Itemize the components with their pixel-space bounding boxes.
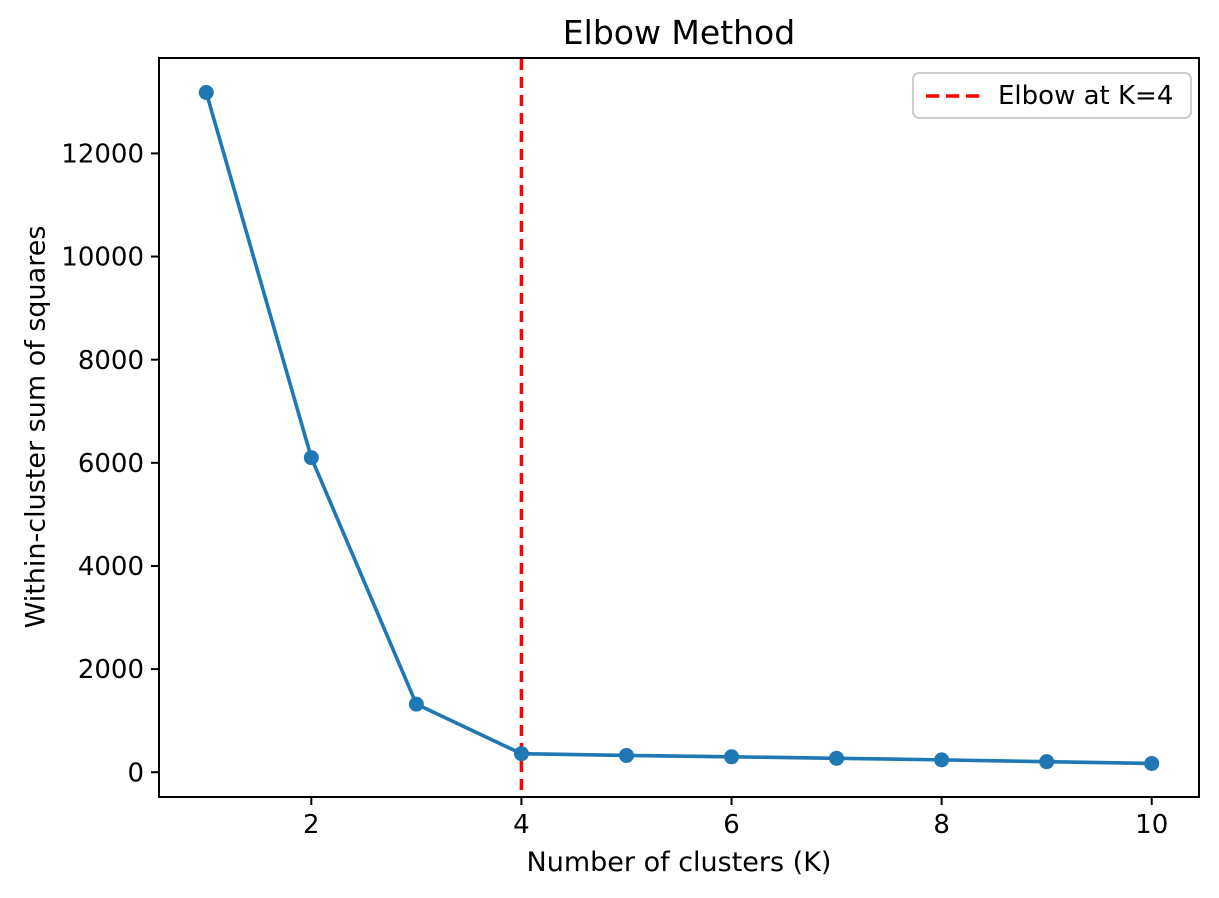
legend-label: Elbow at K=4 [998, 80, 1174, 111]
y-tick-label: 8000 [78, 346, 144, 376]
data-point-k8 [934, 752, 950, 768]
data-point-k7 [829, 750, 845, 766]
x-tick-label: 4 [513, 810, 530, 840]
x-tick-label: 2 [303, 810, 320, 840]
data-point-k10 [1144, 755, 1160, 771]
y-tick-label: 0 [127, 758, 144, 788]
chart-title: Elbow Method [562, 13, 796, 52]
x-tick-label: 6 [723, 810, 740, 840]
wcss-line [204, 90, 1154, 766]
y-tick-label: 4000 [78, 552, 144, 582]
x-tick-label: 10 [1135, 810, 1168, 840]
data-point-k5 [618, 747, 634, 763]
data-point-k6 [724, 749, 740, 765]
legend: Elbow at K=4 [912, 72, 1192, 119]
data-point-k3 [408, 696, 424, 712]
x-axis-label: Number of clusters (K) [526, 847, 832, 878]
data-point-k1 [198, 85, 214, 101]
legend-dashed-line-swatch [926, 93, 980, 98]
y-tick-label: 10000 [61, 243, 144, 273]
axes-spines [158, 57, 1200, 798]
y-tick-label: 6000 [78, 449, 144, 479]
data-point-k4 [513, 746, 529, 762]
data-point-k2 [303, 450, 319, 466]
x-tick-label: 8 [933, 810, 950, 840]
y-tick-label: 12000 [61, 140, 144, 170]
y-tick-label: 2000 [78, 655, 144, 685]
data-point-k9 [1039, 754, 1055, 770]
